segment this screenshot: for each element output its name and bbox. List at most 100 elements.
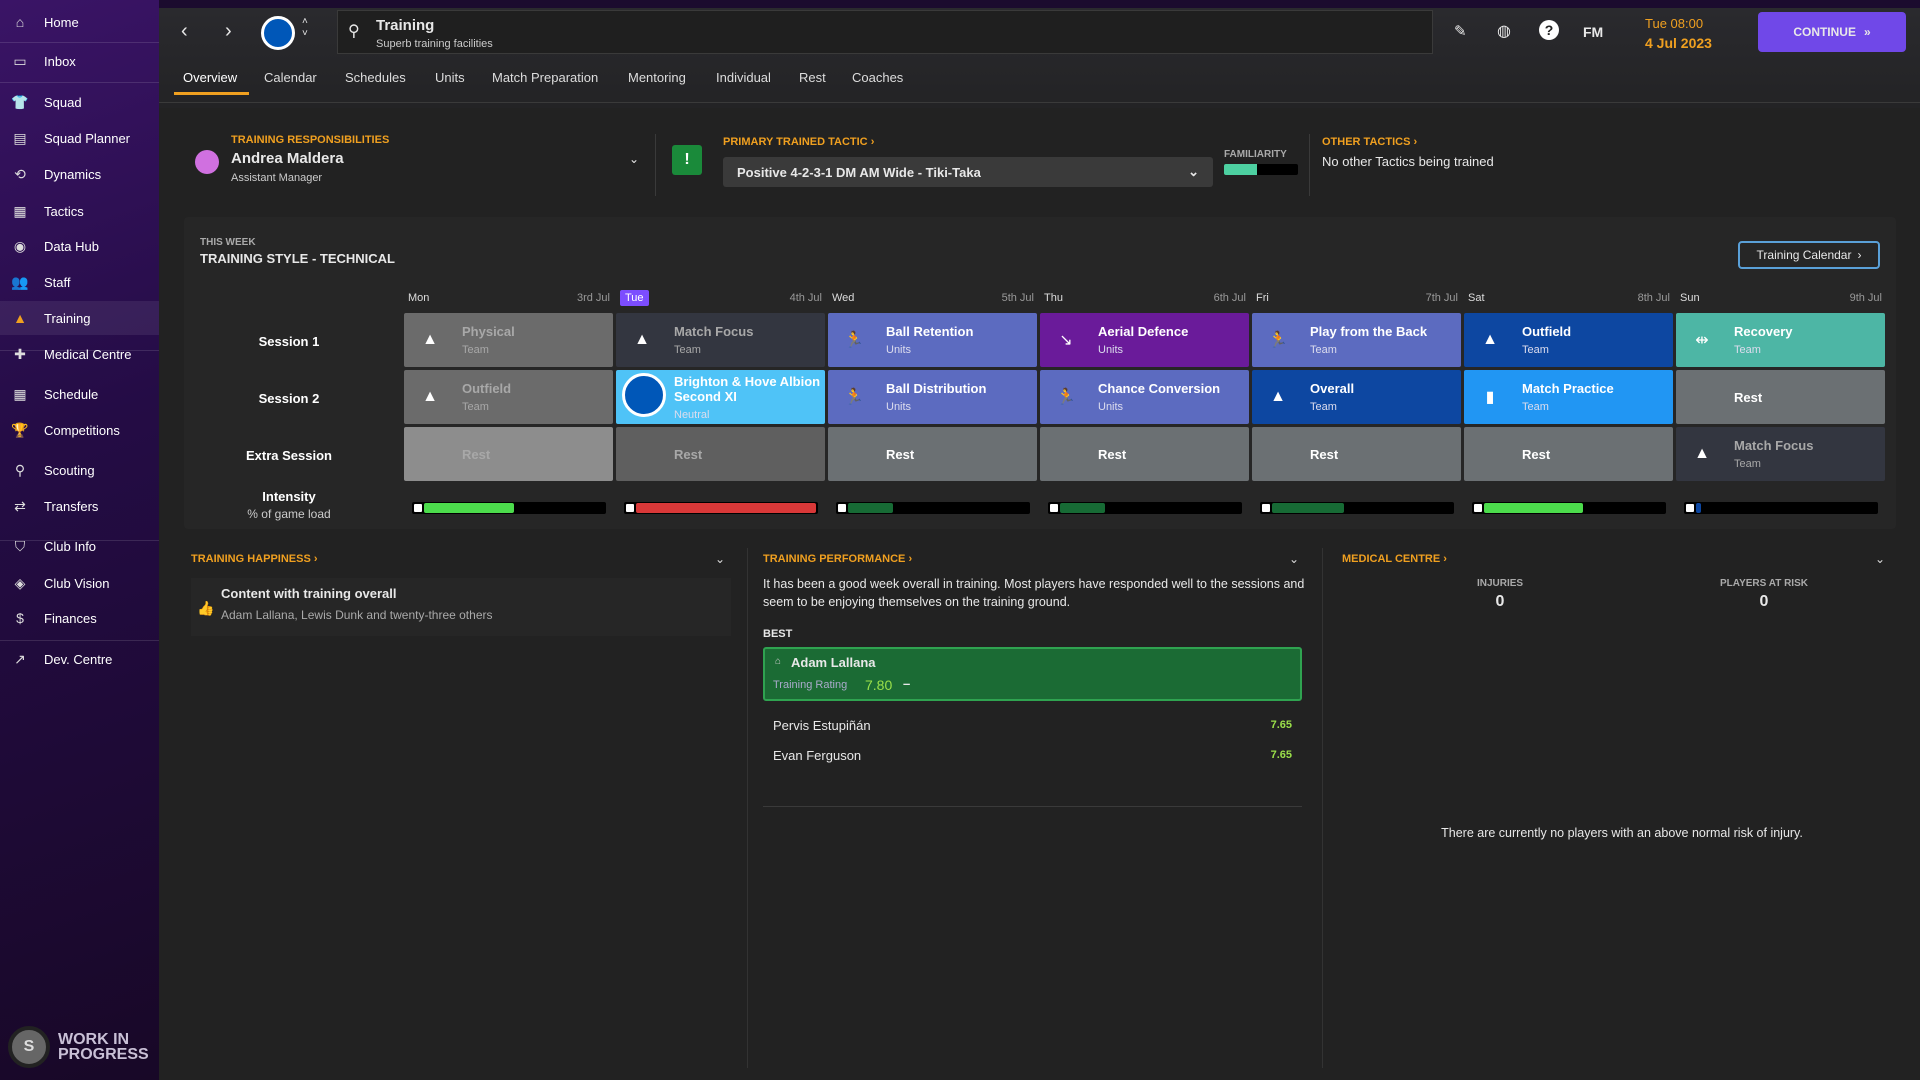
- tab-mentoring[interactable]: Mentoring: [628, 70, 686, 85]
- training-calendar-button[interactable]: Training Calendar ›: [1738, 241, 1880, 269]
- session-cell[interactable]: 🏃 Ball Retention Units: [828, 313, 1037, 367]
- globe-icon[interactable]: ◍: [1497, 23, 1511, 40]
- happiness-collapse-icon[interactable]: ⌄: [715, 552, 726, 566]
- sidebar-item-dev-centre[interactable]: ↗ Dev. Centre: [0, 642, 159, 676]
- training-performance-heading[interactable]: TRAINING PERFORMANCE ›: [763, 553, 913, 565]
- other-tactics-text: OTHER TACTICS: [1322, 136, 1411, 148]
- session-cell[interactable]: Brighton & Hove Albion Second XI Neutral: [616, 370, 825, 424]
- search-box[interactable]: ⚲ Training Superb training facilities: [337, 10, 1433, 54]
- tactic-select[interactable]: Positive 4-2-3-1 DM AM Wide - Tiki-Taka ⌄: [723, 157, 1213, 187]
- club-badge-icon[interactable]: [261, 16, 295, 50]
- fm-menu-button[interactable]: FM: [1583, 24, 1604, 40]
- sidebar-item-home[interactable]: ⌂ Home: [0, 5, 159, 39]
- session-cell[interactable]: ↘ Aerial Defence Units: [1040, 313, 1249, 367]
- medical-centre-heading[interactable]: MEDICAL CENTRE ›: [1342, 553, 1447, 565]
- sidebar-item-club-info[interactable]: ⛉ Club Info: [0, 529, 159, 563]
- session-title: Recovery: [1734, 324, 1793, 339]
- session-type: Team: [1734, 458, 1761, 470]
- session-cell[interactable]: Rest: [828, 427, 1037, 481]
- session-cell[interactable]: ⇹ Recovery Team: [1676, 313, 1885, 367]
- session-cell[interactable]: ▲ Outfield Team: [1464, 313, 1673, 367]
- help-icon[interactable]: ?: [1539, 20, 1559, 40]
- sidebar-item-label: Finances: [44, 610, 97, 626]
- tab-overview[interactable]: Overview: [183, 70, 238, 85]
- sidebar-item-transfers[interactable]: ⇄ Transfers: [0, 489, 159, 523]
- sidebar-item-finances[interactable]: $ Finances: [0, 601, 159, 635]
- session-cell[interactable]: Rest: [1252, 427, 1461, 481]
- session-cell[interactable]: 🏃 Chance Conversion Units: [1040, 370, 1249, 424]
- tab-coaches[interactable]: Coaches: [852, 70, 904, 85]
- sidebar-item-club-vision[interactable]: ◈ Club Vision: [0, 566, 159, 600]
- sidebar-item-inbox[interactable]: ▭ Inbox: [0, 44, 159, 78]
- session-cell[interactable]: Rest: [616, 427, 825, 481]
- session-type: Team: [1310, 344, 1337, 356]
- session-cell[interactable]: 🏃 Play from the Back Team: [1252, 313, 1461, 367]
- session-cell[interactable]: ▲ Outfield Team: [404, 370, 613, 424]
- other-tactics-heading[interactable]: OTHER TACTICS ›: [1322, 136, 1418, 148]
- finances-icon: $: [16, 610, 24, 626]
- performance-collapse-icon[interactable]: ⌄: [1289, 552, 1300, 566]
- sidebar-item-training[interactable]: ▲ Training: [0, 301, 159, 335]
- sidebar-item-tactics[interactable]: ▦ Tactics: [0, 194, 159, 228]
- sidebar-item-squad[interactable]: 👕 Squad: [0, 85, 159, 119]
- primary-tactic-heading[interactable]: PRIMARY TRAINED TACTIC ›: [723, 136, 875, 148]
- tab-match-preparation[interactable]: Match Preparation: [492, 70, 599, 85]
- tab-units[interactable]: Units: [435, 70, 465, 85]
- continue-button[interactable]: CONTINUE »: [1758, 12, 1906, 52]
- intensity-fill: [1484, 503, 1583, 513]
- sidebar-item-staff[interactable]: 👥 Staff: [0, 265, 159, 299]
- edit-icon[interactable]: ✎: [1454, 23, 1467, 40]
- row-label-session-2: Session 2: [258, 391, 320, 406]
- session-cell[interactable]: Rest: [1464, 427, 1673, 481]
- session-type: Team: [462, 401, 489, 413]
- tactics-board-icon: ▮: [1485, 389, 1495, 406]
- tab-individual[interactable]: Individual: [716, 70, 771, 85]
- forward-button[interactable]: ›: [225, 20, 232, 42]
- sidebar-item-competitions[interactable]: 🏆 Competitions: [0, 413, 159, 447]
- coach-name[interactable]: Andrea Maldera: [231, 150, 344, 167]
- sidebar-item-squad-planner[interactable]: ▤ Squad Planner: [0, 121, 159, 155]
- session-cell[interactable]: Rest: [1040, 427, 1249, 481]
- sidebar-separator: [0, 42, 159, 43]
- intensity-bar: [624, 502, 818, 514]
- sidebar-item-data-hub[interactable]: ◉ Data Hub: [0, 229, 159, 263]
- session-cell[interactable]: Rest: [404, 427, 613, 481]
- sidebar-item-dynamics[interactable]: ⟲ Dynamics: [0, 157, 159, 191]
- sidebar-item-label: Training: [44, 310, 91, 326]
- sidebar-item-schedule[interactable]: ▦ Schedule: [0, 377, 159, 411]
- tab-rest[interactable]: Rest: [799, 70, 826, 85]
- double-chevron-icon: »: [1863, 25, 1871, 39]
- session-title: Brighton & Hove Albion Second XI: [674, 373, 821, 404]
- sidebar-item-scouting[interactable]: ⚲ Scouting: [0, 453, 159, 487]
- responsibilities-heading[interactable]: TRAINING RESPONSIBILITIES: [231, 134, 390, 146]
- intensity-fill: [424, 503, 514, 513]
- training-happiness-heading[interactable]: TRAINING HAPPINESS ›: [191, 553, 318, 565]
- session-cell[interactable]: ▲ Match Focus Team: [616, 313, 825, 367]
- divider: [1309, 134, 1310, 196]
- session-title: Outfield: [1522, 324, 1572, 339]
- section-divider: [747, 548, 748, 1068]
- tab-calendar[interactable]: Calendar: [264, 70, 317, 85]
- medical-heading-text: MEDICAL CENTRE: [1342, 553, 1441, 565]
- medical-collapse-icon[interactable]: ⌄: [1875, 552, 1886, 566]
- tab-schedules[interactable]: Schedules: [345, 70, 406, 85]
- session-cell[interactable]: 🏃 Ball Distribution Units: [828, 370, 1037, 424]
- inbox-icon: ▭: [13, 52, 27, 69]
- session-cell[interactable]: ▲ Match Focus Team: [1676, 427, 1885, 481]
- sidebar-item-medical-centre[interactable]: ✚ Medical Centre: [0, 337, 159, 371]
- player-ball-icon: 🏃: [844, 332, 864, 349]
- session-cell[interactable]: ▲ Overall Team: [1252, 370, 1461, 424]
- club-switch-icon[interactable]: ˄ ˅: [302, 16, 308, 39]
- session-cell[interactable]: ▲ Physical Team: [404, 313, 613, 367]
- sidebar-separator: [0, 640, 159, 641]
- responsibilities-dropdown-icon[interactable]: ⌄: [629, 152, 640, 166]
- shirt-icon: 👕: [11, 93, 29, 110]
- intensity-label: Intensity: [262, 489, 316, 504]
- session-cell[interactable]: ▮ Match Practice Team: [1464, 370, 1673, 424]
- session-cell[interactable]: Rest: [1676, 370, 1885, 424]
- performance-player-row[interactable]: Evan Ferguson 7.65: [763, 742, 1302, 768]
- performance-player-row[interactable]: Pervis Estupiñán 7.65: [763, 712, 1302, 738]
- best-player-card[interactable]: ⌂ Adam Lallana Training Rating 7.80 –: [763, 647, 1302, 701]
- happiness-players: Adam Lallana, Lewis Dunk and twenty-thre…: [221, 608, 493, 622]
- back-button[interactable]: ‹: [181, 20, 188, 42]
